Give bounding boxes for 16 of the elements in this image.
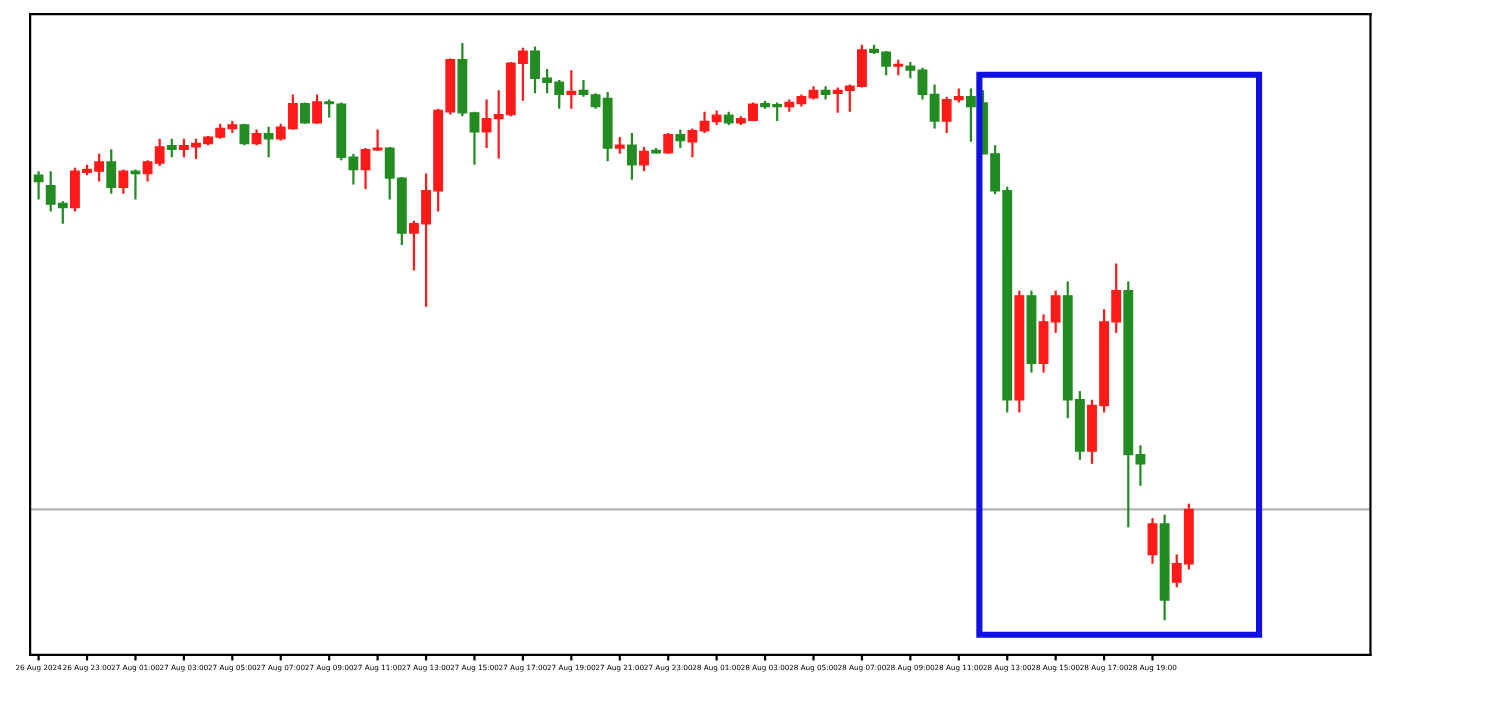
candlestick <box>263 125 274 159</box>
candlestick <box>663 131 674 155</box>
candlestick <box>566 69 577 110</box>
candlestick <box>106 148 117 195</box>
candlestick <box>1147 516 1158 565</box>
candlestick <box>33 170 44 201</box>
candlestick <box>130 168 141 201</box>
candlestick <box>639 145 649 173</box>
candlestick <box>820 85 831 101</box>
candlestick <box>166 137 177 159</box>
candlestick <box>626 131 637 181</box>
candlestick <box>675 128 686 150</box>
candlestick <box>965 87 976 143</box>
candlestick <box>300 101 310 125</box>
candlestick <box>118 168 129 195</box>
candlestick <box>312 93 323 125</box>
